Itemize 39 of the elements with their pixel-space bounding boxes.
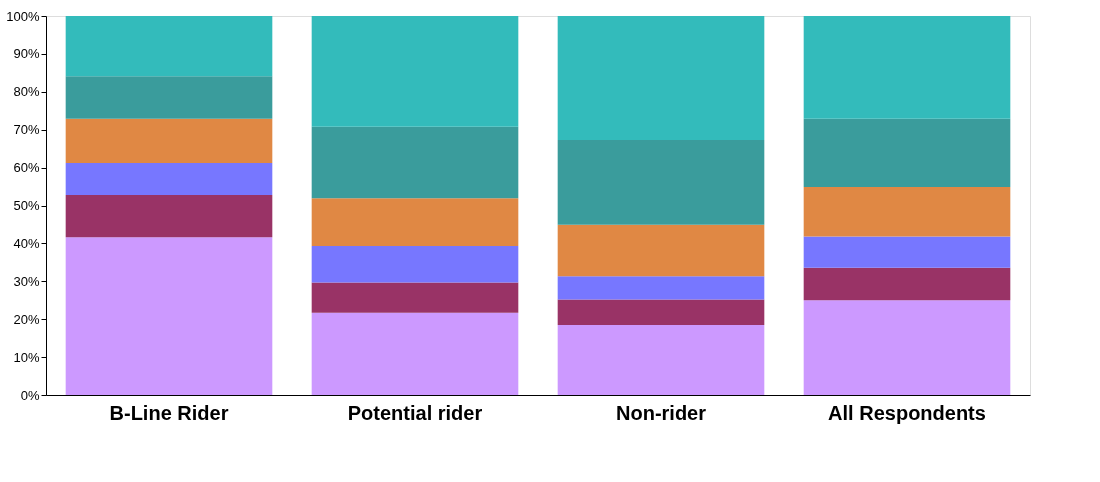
y-tick-label: 10%	[13, 349, 40, 365]
y-tick-label: 50%	[13, 198, 40, 213]
bar	[311, 126, 519, 199]
bar	[65, 16, 273, 77]
bar	[557, 16, 765, 140]
bar	[803, 118, 1011, 187]
bar	[557, 224, 765, 277]
bar	[311, 312, 519, 395]
bar	[65, 118, 273, 164]
bar	[311, 282, 519, 313]
y-tick-label: 40%	[13, 235, 40, 251]
bar	[311, 246, 519, 283]
y-tick-label: 30%	[13, 273, 40, 289]
y-tick-label: 80%	[13, 84, 40, 100]
y-tick-label: 70%	[13, 122, 40, 138]
bar	[65, 76, 273, 119]
bar	[557, 324, 765, 395]
bar	[65, 237, 273, 395]
bar	[803, 267, 1011, 301]
bar	[803, 186, 1011, 237]
y-tick-label: 100%	[6, 8, 40, 24]
x-tick-label: All Respondents	[828, 401, 986, 424]
y-tick-label: 90%	[13, 46, 40, 62]
x-tick-label: Potential rider	[347, 401, 483, 424]
bar	[65, 163, 273, 195]
bar	[803, 300, 1011, 395]
x-tick-label: B-Line Rider	[109, 401, 229, 424]
y-tick-label: 60%	[13, 160, 40, 176]
bar	[557, 139, 765, 225]
bar	[557, 299, 765, 325]
x-tick-label: Non-rider	[616, 401, 707, 424]
bar	[803, 16, 1011, 119]
bar	[311, 198, 519, 247]
y-tick-label: 0%	[20, 387, 40, 403]
bar	[557, 276, 765, 300]
y-tick-label: 20%	[13, 311, 40, 327]
bar	[311, 16, 519, 127]
bar	[803, 236, 1011, 268]
bar	[65, 194, 273, 238]
